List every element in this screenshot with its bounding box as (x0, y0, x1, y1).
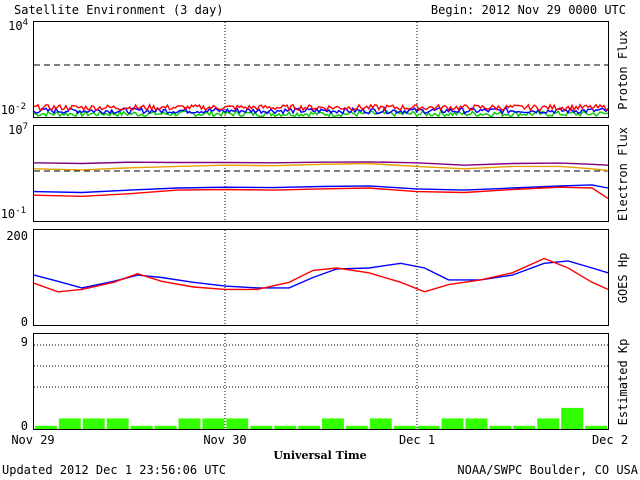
kp-bar (465, 418, 488, 429)
kp-bar (345, 425, 368, 429)
kp-bar (537, 418, 560, 429)
electron-series-line (33, 161, 609, 166)
kp-ylabel: Estimated Kp (616, 339, 630, 426)
kp-bar (202, 418, 225, 429)
x-axis-label: Universal Time (273, 449, 366, 462)
kp-bar (274, 425, 297, 429)
electron-series-line (33, 162, 609, 172)
hp-ymin-label: 0 (21, 315, 28, 329)
updated-timestamp: Updated 2012 Dec 1 23:56:06 UTC (2, 463, 226, 477)
electron-ymax-label: 107 (8, 122, 28, 137)
kp-bar (82, 418, 105, 429)
proton-series-line (33, 106, 609, 115)
electron-ylabel: Electron Flux (616, 127, 630, 221)
day-separators (224, 22, 418, 429)
kp-bar (250, 425, 273, 429)
kp-bar (35, 425, 57, 429)
goes-hp-series (33, 257, 609, 293)
kp-bar (369, 418, 392, 429)
credit-text: NOAA/SWPC Boulder, CO USA (457, 463, 638, 477)
proton-flux-series (33, 102, 609, 118)
electron-series-line (33, 184, 609, 194)
hp-ylabel: GOES Hp (616, 253, 630, 304)
kp-bar (561, 407, 584, 429)
proton-ymax-label: 104 (8, 18, 28, 33)
kp-ymin-label: 0 (21, 419, 28, 433)
kp-bar (226, 418, 249, 429)
kp-bar (441, 418, 464, 429)
kp-bar (58, 418, 81, 429)
electron-flux-series (33, 161, 609, 199)
kp-ymax-label: 9 (21, 335, 28, 349)
kp-bar (393, 425, 416, 429)
chart-title: Satellite Environment (3 day) (14, 3, 224, 17)
goes-hp-panel-frame (33, 229, 609, 326)
kp-bar (489, 425, 512, 429)
kp-bar (417, 425, 440, 429)
kp-gridlines (34, 344, 608, 388)
proton-ylabel: Proton Flux (616, 30, 630, 109)
kp-bars (35, 407, 607, 429)
begin-time: Begin: 2012 Nov 29 0000 UTC (431, 3, 626, 17)
kp-bar (585, 425, 607, 429)
goes-hp-series-line (33, 260, 609, 289)
hp-ymax-label: 200 (6, 229, 28, 243)
kp-bar (154, 425, 177, 429)
electron-ymin-label: 10-1 (1, 206, 26, 221)
proton-series-line (33, 102, 608, 112)
electron-panel-frame (33, 125, 609, 222)
x-tick-nov29: Nov 29 (11, 433, 54, 447)
electron-series-line (33, 186, 609, 199)
kp-bar (178, 418, 201, 429)
kp-bar (513, 425, 536, 429)
kp-bar (322, 418, 344, 429)
x-tick-dec2: Dec 2 (592, 433, 628, 447)
goes-hp-series-line (33, 257, 609, 293)
kp-panel-frame (33, 333, 609, 430)
kp-bar (298, 425, 320, 429)
proton-ymin-label: 10-2 (1, 102, 26, 117)
x-tick-dec1: Dec 1 (399, 433, 435, 447)
x-tick-nov30: Nov 30 (203, 433, 246, 447)
kp-bar (106, 418, 129, 429)
kp-bar (130, 425, 153, 429)
proton-panel-frame (33, 21, 609, 118)
